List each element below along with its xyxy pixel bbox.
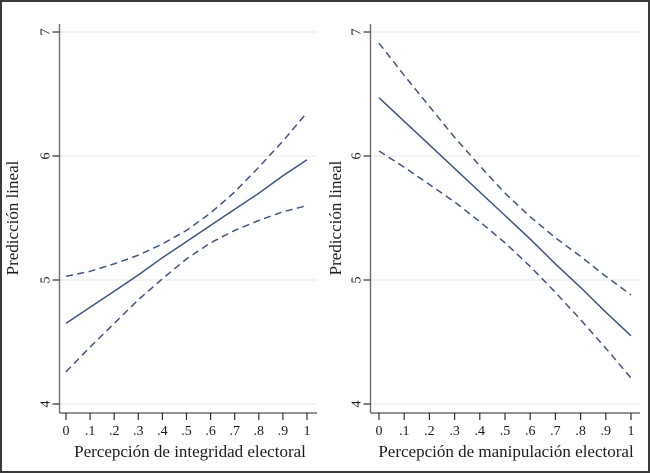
x-tick-label: 1 (304, 424, 311, 439)
x-tick-label: .8 (575, 424, 586, 439)
x-tick-label: 0 (63, 424, 70, 439)
right-y-axis-title: Predicción lineal (326, 160, 345, 275)
left-y-axis-title: Predicción lineal (3, 160, 22, 275)
y-tick-label: 6 (39, 153, 54, 160)
y-tick-label: 5 (350, 277, 365, 284)
series-ci-upper (378, 42, 632, 296)
y-tick-label: 6 (350, 153, 365, 160)
x-tick-label: .8 (254, 424, 265, 439)
y-tick-label: 4 (350, 401, 365, 408)
x-tick-label: .1 (399, 424, 410, 439)
left-chart-plot: 4 5 6 7 0 .1 .2 .3 .4 .5 .6 .7 .8 .9 1 Percepción de i… (3, 24, 317, 461)
right-plot-area: 4 5 6 7 0 .1 .2 .3 .4 .5 .6 .7 .8 .9 1 (350, 24, 640, 439)
series-ci-lower (65, 204, 308, 373)
x-tick-label: .3 (133, 424, 144, 439)
x-tick-label: .1 (85, 424, 96, 439)
y-tick-label: 7 (350, 29, 365, 36)
x-tick-label: 1 (628, 424, 635, 439)
x-tick-label: .9 (601, 424, 612, 439)
x-tick-label: .5 (500, 424, 511, 439)
x-tick-label: .2 (424, 424, 435, 439)
series-ci-upper (65, 112, 308, 278)
x-tick-label: .6 (525, 424, 536, 439)
x-tick-label: .6 (205, 424, 216, 439)
right-chart-plot: 4 5 6 7 0 .1 .2 .3 .4 .5 .6 .7 .8 .9 1 Percepción de m… (326, 24, 640, 461)
series-linear-prediction (65, 159, 308, 325)
x-tick-label: .5 (181, 424, 192, 439)
x-tick-label: .7 (550, 424, 561, 439)
x-tick-label: .4 (157, 424, 168, 439)
x-tick-label: .4 (475, 424, 486, 439)
left-x-axis-title: Percepción de integridad electoral (74, 442, 306, 461)
x-tick-label: .2 (109, 424, 120, 439)
y-tick-label: 5 (39, 277, 54, 284)
left-chart-panel: 4 5 6 7 0 .1 .2 .3 .4 .5 .6 .7 .8 .9 1 Percepción de i… (2, 2, 325, 471)
left-plot-area: 4 5 6 7 0 .1 .2 .3 .4 .5 .6 .7 .8 .9 1 (39, 24, 317, 439)
y-tick-label: 4 (39, 401, 54, 408)
x-tick-label: .9 (278, 424, 289, 439)
right-chart-panel: 4 5 6 7 0 .1 .2 .3 .4 .5 .6 .7 .8 .9 1 Percepción de m… (325, 2, 648, 471)
x-tick-label: 0 (376, 424, 383, 439)
x-tick-label: .3 (449, 424, 460, 439)
series-linear-prediction (378, 97, 632, 337)
x-tick-label: .7 (229, 424, 240, 439)
right-x-axis-title: Percepción de manipulación electoral (378, 442, 634, 461)
y-tick-label: 7 (39, 29, 54, 36)
series-ci-lower (378, 150, 632, 379)
